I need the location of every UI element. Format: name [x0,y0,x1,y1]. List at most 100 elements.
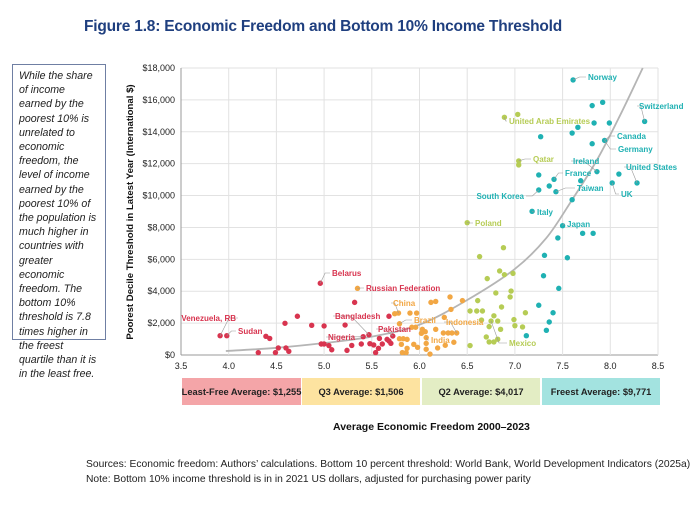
data-point [386,313,392,319]
x-tick-label: 8.0 [604,361,617,371]
x-tick-labels: 3.5 4.0 4.5 5.0 5.5 6.0 6.5 7.0 7.5 8.0 8.5 [175,361,665,371]
country-label: Taiwan [577,184,604,193]
country-label: Brazil [414,316,436,325]
data-point [349,342,355,349]
data-point [569,197,575,203]
label-leader-line [526,189,539,197]
data-point [483,334,489,340]
y-tick-labels: $0 $2,000 $4,000 $6,000 $8,000 $10,000 $12,000… [142,63,175,360]
data-point [546,319,552,325]
label-leader-line [504,117,507,122]
data-point [496,268,503,274]
data-point [498,304,505,310]
country-label: Qatar [533,155,554,164]
x-tick-label: 4.0 [222,361,235,371]
label-leader-line [444,321,457,334]
trend-curve [225,67,644,352]
country-label: Poland [475,219,502,228]
country-label: Italy [537,208,554,217]
data-point [413,310,420,316]
country-label: Sudan [238,327,263,336]
data-point [467,342,473,349]
data-point [396,336,403,342]
y-tick-label: $10,000 [142,191,175,201]
data-point [556,285,562,292]
data-point [495,318,501,324]
data-point [478,317,485,323]
country-label: Switzerland [639,102,684,111]
data-point [575,124,581,131]
label-leader-line [226,330,236,336]
data-point [578,178,584,184]
data-point [486,323,492,330]
data-point [447,294,453,300]
country-label: United States [626,163,678,172]
data-point [474,308,480,314]
data-point [376,335,383,342]
country-label: India [431,336,450,345]
data-point [579,230,586,237]
data-point [286,348,292,355]
y-tick-label: $14,000 [142,127,175,137]
label-leader-line [219,317,238,336]
data-point [407,310,413,316]
data-point [589,102,595,109]
x-tick-label: 3.5 [175,361,188,371]
data-point [448,306,454,313]
data-point [508,288,514,294]
data-point [282,320,288,326]
data-point [375,345,382,352]
data-point [442,342,448,348]
y-tick-label: $18,000 [142,63,175,73]
data-point [388,340,394,347]
data-point [434,345,441,351]
y-axis-title: Poorest Decile Threshold in Latest Year … [125,84,136,339]
data-point [399,349,406,356]
data-point [440,330,447,336]
label-leader-line [611,182,619,195]
data-point [515,111,521,118]
label-leader-line [518,158,531,162]
data-point [294,313,301,319]
x-tick-label: 6.0 [413,361,426,371]
data-point [372,349,379,356]
label-leader-line [399,319,412,325]
data-point [404,345,410,352]
data-point [409,324,415,330]
data-point [589,141,595,147]
y-tick-label: $0 [165,350,175,360]
data-point [418,330,425,337]
data-point [484,275,490,282]
data-point [433,298,439,305]
label-leader-line [604,140,616,150]
data-point [441,314,448,321]
data-point [523,333,530,339]
y-tick-label: $16,000 [142,95,175,105]
data-point [445,330,451,336]
footer-note: Note: Bottom 10% income threshold is in … [86,474,531,485]
x-tick-label: 4.5 [270,361,283,371]
x-tick-label: 5.0 [318,361,331,371]
label-leader-line [490,320,507,344]
data-point [449,330,455,336]
label-leader-line [555,187,575,193]
data-point [476,253,483,260]
data-point [329,347,335,353]
data-point [616,171,622,177]
data-point [493,290,499,296]
data-point [308,322,315,329]
country-labels: Norway Switzerland United Arab Emirates Can… [181,73,683,348]
scatter-chart: $0 $2,000 $4,000 $6,000 $8,000 $10,000 $12,000… [125,63,684,371]
data-point [570,77,576,83]
data-point [342,322,348,328]
data-point [321,323,327,329]
data-point [606,120,613,126]
data-point [479,308,486,314]
data-point [541,252,548,259]
data-point [326,342,332,349]
trend-line [225,67,644,352]
data-point [451,339,457,345]
country-label: Bangladesh [335,312,380,321]
x-tick-label: 6.5 [461,361,474,371]
data-point [510,270,516,277]
